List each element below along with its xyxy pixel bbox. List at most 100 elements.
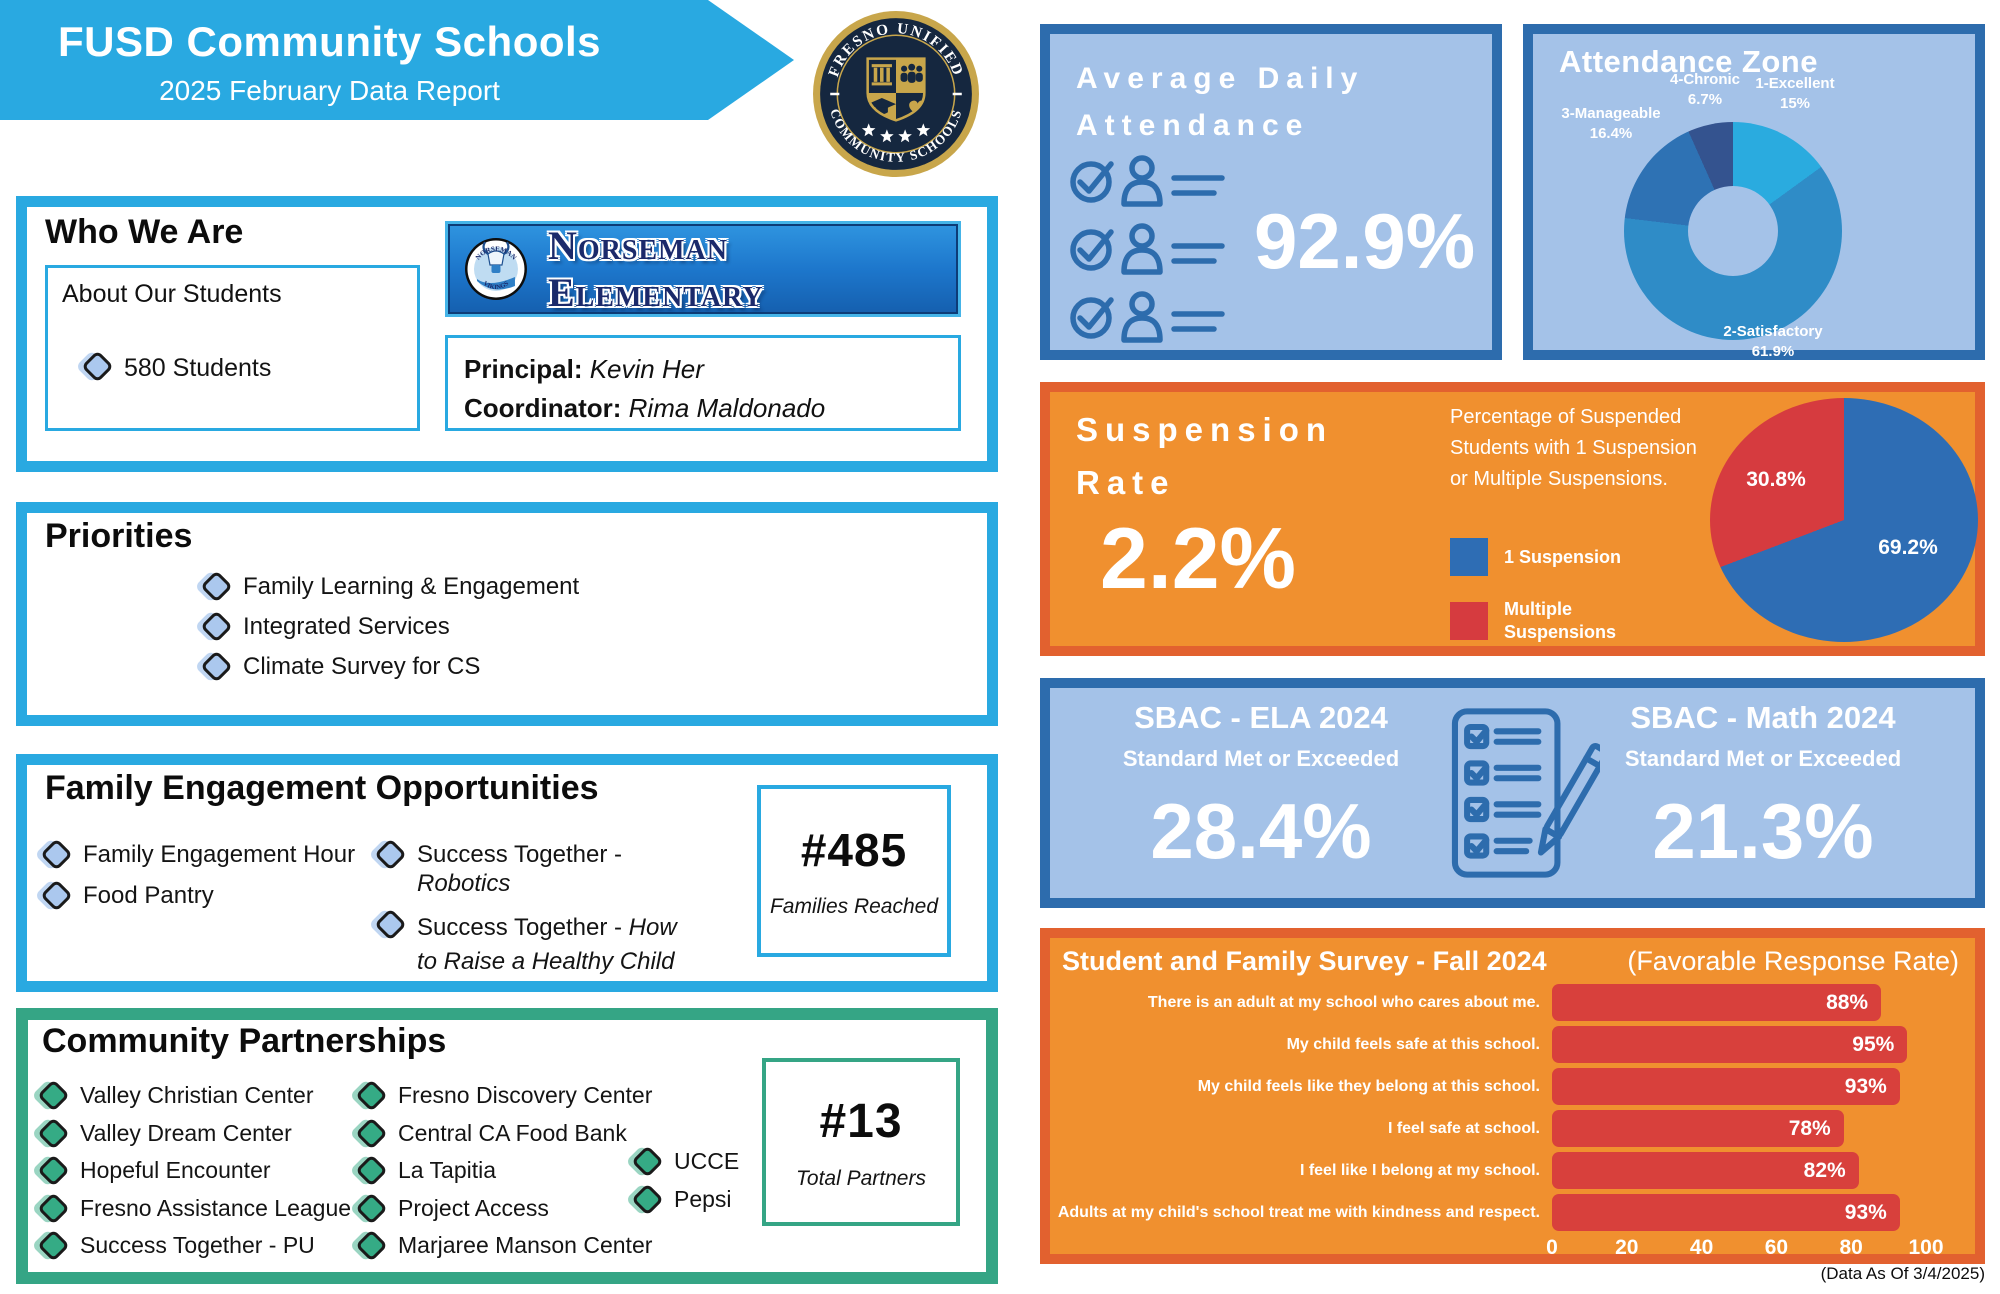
sbac-panel: SBAC - ELA 2024 Standard Met or Exceeded…	[1040, 678, 1985, 908]
partner-label: Success Together - PU	[80, 1232, 315, 1259]
diamond-bullet-icon	[355, 1229, 388, 1263]
diamond-bullet-icon	[37, 1154, 70, 1187]
about-students-box: About Our Students 580 Students	[45, 265, 420, 431]
axis-tick: 0	[1546, 1236, 1558, 1259]
families-reached-label: Families Reached	[769, 895, 939, 918]
total-partners-label: Total Partners	[796, 1166, 926, 1190]
partner-label: Fresno Assistance League	[80, 1194, 352, 1221]
svg-text:VIKINGS: VIKINGS	[482, 280, 511, 291]
survey-bar: 78%	[1552, 1110, 1844, 1147]
attendance-value: 92.9%	[1254, 197, 1476, 285]
engagement-item: Success Together - Robotics	[374, 838, 709, 899]
survey-bar-value: 88%	[1826, 990, 1869, 1014]
coordinator-line: Coordinator: Rima Maldonado	[464, 389, 942, 428]
survey-row: Adults at my child's school treat me wit…	[1056, 1194, 1926, 1231]
priority-item: Climate Survey for CS	[200, 649, 579, 683]
survey-row: My child feels like they belong at this …	[1056, 1068, 1926, 1105]
survey-title: Student and Family Survey - Fall 2024	[1062, 946, 1547, 976]
partner-item: Fresno Discovery Center	[355, 1079, 652, 1112]
priority-label: Integrated Services	[243, 612, 450, 640]
donut-label-chronic: 4-Chronic 6.7%	[1669, 71, 1741, 109]
diamond-bullet-icon	[631, 1182, 664, 1216]
axis-tick: 20	[1615, 1236, 1639, 1259]
diamond-bullet-icon	[200, 570, 233, 603]
survey-subtitle: (Favorable Response Rate)	[1627, 946, 1959, 976]
partner-label: UCCE	[674, 1148, 740, 1174]
engagement-item: Food Pantry	[40, 879, 355, 912]
attendance-zone-title: Attendance Zone	[1559, 44, 1818, 79]
legend-label: 1 Suspension	[1504, 546, 1622, 567]
sbac-ela-block: SBAC - ELA 2024 Standard Met or Exceeded…	[1060, 700, 1462, 877]
diamond-bullet-icon	[355, 1116, 388, 1150]
partner-item: Valley Christian Center	[37, 1079, 351, 1112]
sbac-ela-title: SBAC - ELA 2024	[1134, 700, 1388, 735]
total-partners-stat: #13 Total Partners	[762, 1058, 960, 1226]
engagement-label: Success Together - Robotics	[417, 841, 622, 897]
attendance-panel: Average Daily Attendance 92.9%	[1040, 24, 1502, 360]
coordinator-label: Coordinator:	[464, 393, 622, 423]
survey-panel: Student and Family Survey - Fall 2024 (F…	[1040, 928, 1985, 1264]
donut-hole	[1688, 186, 1778, 276]
survey-bar-value: 78%	[1788, 1116, 1831, 1140]
priority-label: Family Learning & Engagement	[243, 573, 580, 600]
survey-question: My child feels safe at this school.	[1286, 1035, 1540, 1053]
suspension-value: 2.2%	[1100, 511, 1297, 607]
engagement-item: Success Together - How to Raise a Health…	[374, 907, 689, 981]
diamond-bullet-icon	[37, 1192, 70, 1225]
coordinator-name: Rima Maldonado	[628, 393, 826, 423]
suspension-legend: 1 Suspension Multiple Suspensions	[1450, 538, 1664, 643]
partner-item: Marjaree Manson Center	[355, 1229, 652, 1263]
survey-x-axis: 0 20 40 60 80 100	[1546, 1236, 1943, 1259]
partnerships-section: Community Partnerships Valley Christian …	[16, 1008, 998, 1284]
partner-item: Central CA Food Bank	[355, 1116, 652, 1150]
engagement-item: Family Engagement Hour	[40, 838, 355, 871]
logo-bottom-text: VIKINGS	[482, 280, 511, 291]
norseman-vikings-logo-icon: NORSEMAN VIKINGS	[464, 238, 527, 300]
legend-swatch	[1450, 538, 1488, 576]
suspension-pie: 30.8% 69.2%	[1710, 398, 1978, 642]
school-name: Norseman Elementary	[547, 223, 764, 315]
about-students-label: About Our Students	[62, 280, 282, 308]
diamond-bullet-icon	[37, 1116, 70, 1150]
page-subtitle: 2025 February Data Report	[159, 75, 500, 106]
survey-row: There is an adult at my school who cares…	[1056, 984, 1926, 1021]
donut-label-excellent: 1-Excellent 15%	[1755, 75, 1835, 113]
survey-question: My child feels like they belong at this …	[1197, 1077, 1540, 1095]
axis-tick: 80	[1839, 1236, 1863, 1259]
fresno-unified-badge-icon: FRESNO UNIFIED COMMUNITY SCHOOLS	[813, 11, 979, 177]
students-count: 580 Students	[124, 354, 272, 382]
partner-item: Valley Dream Center	[37, 1116, 351, 1150]
sbac-math-subtitle: Standard Met or Exceeded	[1624, 746, 1902, 771]
attendance-zone-panel: Attendance Zone 1-Excellent 15% 2-Satisfa…	[1523, 24, 1985, 360]
principal-line: Principal: Kevin Her	[464, 350, 942, 389]
axis-tick: 40	[1689, 1236, 1714, 1259]
partner-item: Project Access	[355, 1192, 652, 1225]
partner-item: Pepsi	[631, 1182, 739, 1216]
partner-item: Success Together - PU	[37, 1229, 351, 1263]
suspension-description: Percentage of Suspended Students with 1 …	[1450, 406, 1697, 490]
partner-item: La Tapitia	[355, 1154, 652, 1187]
partner-label: Central CA Food Bank	[398, 1119, 627, 1146]
partner-label: Project Access	[398, 1194, 549, 1221]
header-banner: FUSD Community Schools 2025 February Dat…	[0, 0, 794, 120]
badge-people-icon	[900, 63, 923, 83]
priority-label: Climate Survey for CS	[243, 652, 481, 680]
principal-label: Principal:	[464, 354, 583, 384]
families-reached-value: #485	[800, 824, 908, 876]
attendance-people-icon	[1064, 148, 1244, 348]
survey-question: Adults at my child's school treat me wit…	[1057, 1203, 1540, 1221]
survey-row: I feel like I belong at my school. 82%	[1056, 1152, 1926, 1189]
engagement-label: Success Together - How to Raise a Health…	[417, 913, 677, 976]
partner-item: UCCE	[631, 1145, 740, 1178]
diamond-bullet-icon	[355, 1154, 388, 1187]
priority-item: Integrated Services	[200, 610, 579, 643]
survey-bar-value: 95%	[1852, 1032, 1895, 1056]
diamond-bullet-icon	[374, 907, 407, 941]
attendance-title: Average Daily Attendance	[1076, 62, 1365, 142]
axis-tick: 60	[1764, 1236, 1789, 1259]
survey-question: I feel safe at school.	[1387, 1119, 1540, 1137]
pie-label-single: 69.2%	[1878, 536, 1938, 559]
survey-bar: 82%	[1552, 1152, 1859, 1189]
partnerships-title: Community Partnerships	[42, 1022, 447, 1060]
partner-label: Valley Christian Center	[80, 1082, 314, 1108]
